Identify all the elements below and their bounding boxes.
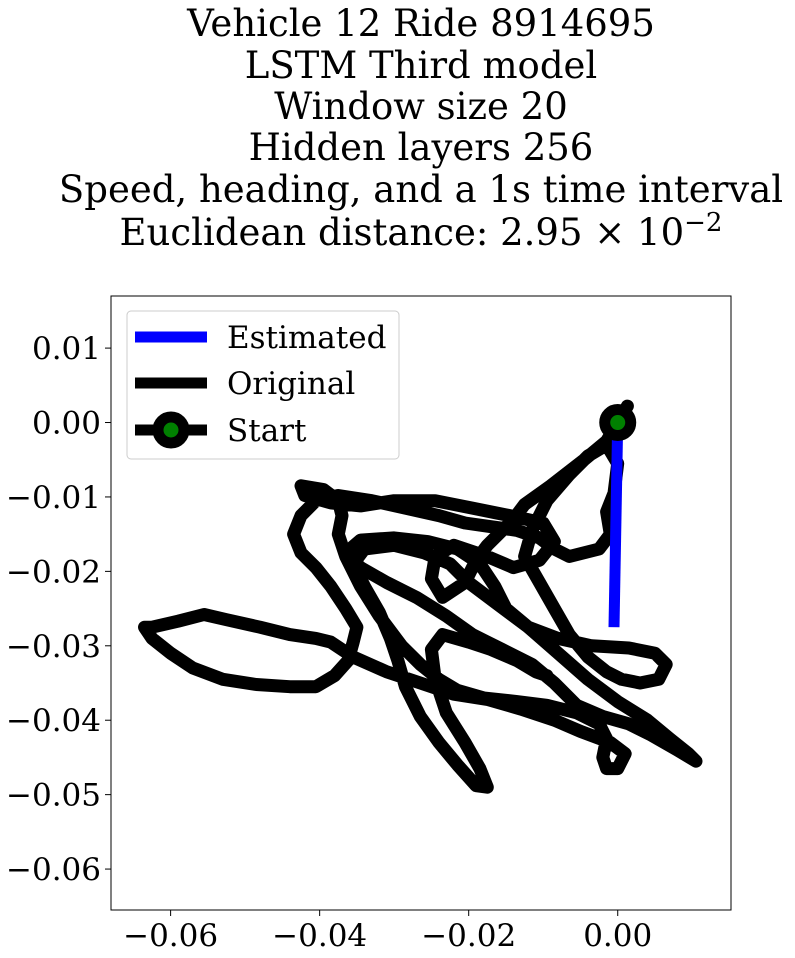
legend-box [126, 310, 400, 460]
y-tick-label: −0.06 [6, 852, 101, 888]
y-tick-label: 0.01 [32, 331, 101, 367]
legend-label-estimated: Estimated [227, 320, 386, 356]
y-tick-label: −0.01 [6, 480, 101, 516]
title-line-4: Hidden layers 256 [249, 126, 594, 169]
title-line-2: LSTM Third model [245, 44, 598, 87]
series-layer [138, 399, 703, 794]
title-line-6: Euclidean distance: 2.95 × 10−2 [120, 208, 723, 254]
legend: Estimated Original Start [126, 310, 400, 460]
start-marker [599, 404, 637, 442]
title-line-3: Window size 20 [274, 85, 568, 128]
title-line-5: Speed, heading, and a 1s time interval [59, 168, 783, 211]
x-tick-label: −0.04 [272, 918, 367, 954]
y-tick-label: 0.00 [32, 406, 101, 442]
legend-label-original: Original [227, 366, 355, 402]
series-estimated-line [608, 422, 624, 628]
y-tick-label: −0.04 [6, 703, 101, 739]
x-axis: −0.06 −0.04 −0.02 0.00 [123, 910, 652, 954]
y-axis: 0.01 0.00 −0.01 −0.02 −0.03 −0.04 −0.05 −0.06 [6, 331, 111, 888]
y-tick-label: −0.05 [6, 778, 101, 814]
x-tick-label: −0.06 [123, 918, 218, 954]
legend-label-start: Start [227, 413, 307, 449]
y-tick-label: −0.02 [6, 554, 101, 590]
x-tick-label: 0.00 [583, 918, 652, 954]
title-line-1: Vehicle 12 Ride 8914695 [186, 2, 655, 45]
y-tick-label: −0.03 [6, 629, 101, 665]
legend-start-marker [152, 411, 190, 449]
x-tick-label: −0.02 [421, 918, 516, 954]
axes-frame [110, 295, 732, 911]
series-original-line [138, 399, 703, 794]
